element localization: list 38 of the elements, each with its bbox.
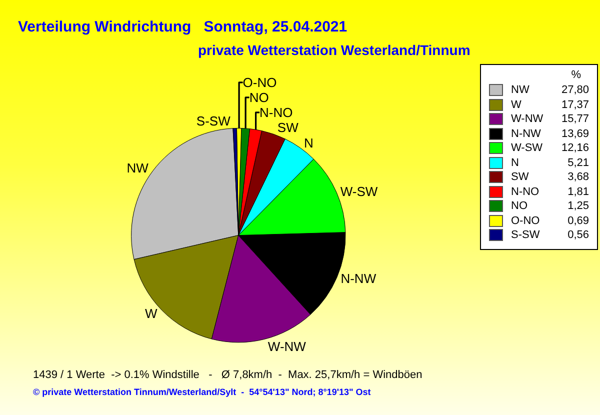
slice-label: N [304,135,314,150]
slice-label: W-NW [268,338,307,354]
slice-label: N-NO [260,104,293,120]
data-label: 0,56 [566,229,589,242]
data-label: 12,16 [560,142,589,154]
data-label: 3,68 [566,171,589,184]
legend-label: N-NW [511,128,542,140]
legend-label: W-NW [511,113,544,126]
chart-subtitle: private Wetterstation Westerland/Tinnum [198,42,470,58]
slice-label: N-NW [340,270,377,286]
chart-title: Verteilung Windrichtung Sonntag, 25.04.2021 [18,18,348,36]
slice-label: NO [249,90,269,105]
data-label: 27,80 [560,84,589,96]
legend-title: % [570,69,582,83]
legend-label: NO [511,200,528,212]
legend-label: W [511,98,522,111]
data-label: 17,37 [560,98,589,111]
slice-label: S-SW [196,113,232,128]
data-label: 15,77 [560,113,589,126]
legend-label: NW [511,84,530,96]
slice-label: O-NO [242,74,277,90]
slice-label: W [144,306,158,322]
text: 1439 / 1 Werte -> 0.1% Windstille - Ø 7,8km/h - Max. 25,7km/h = Windböen [33,369,422,381]
slice-label: NW [126,160,150,176]
legend-label: SW [511,171,530,184]
data-label: 1,81 [566,186,589,198]
data-label: 13,69 [560,128,589,140]
data-label: 5,21 [566,156,589,169]
legend-label: O-NO [511,214,541,227]
data-label: 1,25 [566,200,589,212]
legend-label: N-NO [511,186,540,198]
legend-label: N [511,156,520,169]
data-label: 0,69 [566,214,589,227]
legend-label: S-SW [511,229,541,242]
legend-label: W-SW [511,142,544,154]
slice-label: SW [277,120,300,135]
text: © private Wetterstation Tinnum/Westerland/Sylt - 54°54'13" Nord; 8°19'13" Ost [33,387,371,397]
slice-label: W-SW [340,184,378,199]
